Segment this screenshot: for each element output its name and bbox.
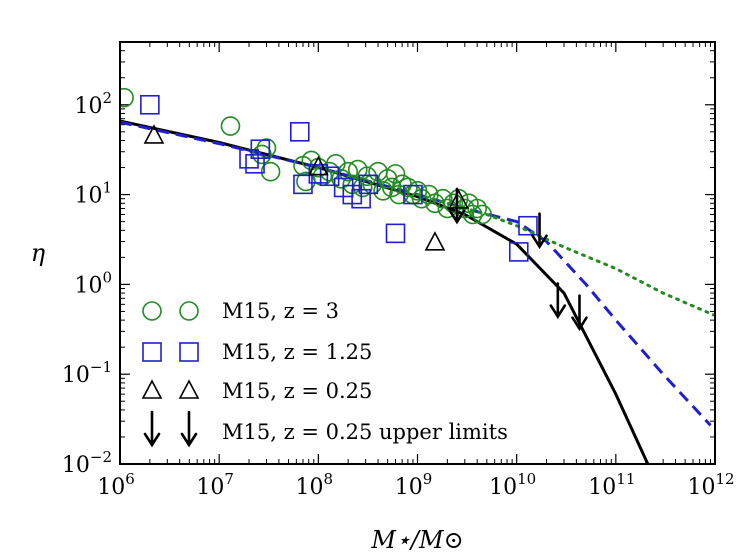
plot-area: [120, 87, 715, 464]
x-tick-label: 1010: [489, 470, 536, 500]
data-point-square: [508, 242, 529, 262]
legend-marker-circle: [179, 301, 199, 321]
y-tick-label: 102: [74, 89, 112, 119]
legend-entry: M15, z = 0.25: [141, 379, 372, 403]
data-point-square: [351, 188, 371, 209]
legend-label: M15, z = 3: [222, 299, 339, 323]
data-point-square: [518, 215, 538, 236]
data-point-arrow: [531, 212, 548, 250]
legend-marker-triangle: [178, 379, 200, 399]
y-tick-label: 100: [74, 268, 112, 298]
legend-entry: M15, z = 0.25 upper limits: [143, 410, 508, 448]
y-axis-label: η: [31, 239, 46, 267]
data-point-circle: [120, 87, 134, 108]
data-point-square: [403, 184, 423, 205]
legend-marker-triangle: [141, 379, 163, 399]
plot-frame: [119, 41, 716, 465]
model-line-dashed: [120, 120, 712, 427]
data-point-square: [250, 139, 271, 160]
data-point-triangle: [448, 189, 469, 209]
data-point-square: [140, 94, 160, 115]
data-point-circle: [220, 116, 241, 136]
data-point-square: [245, 154, 265, 174]
data-point-circle: [373, 181, 393, 201]
x-tick-label: 106: [97, 470, 135, 500]
x-axis-label: M⋆/M⊙: [370, 526, 463, 554]
data-point-triangle: [308, 155, 329, 176]
legend-entry: M15, z = 1.25: [142, 340, 372, 364]
data-point-square: [293, 174, 313, 195]
x-tick-label: 109: [395, 470, 433, 500]
y-tick-label: 101: [74, 179, 112, 209]
legend-marker-square: [142, 342, 162, 362]
data-point-circle: [462, 204, 483, 225]
data-point-triangle: [424, 231, 446, 251]
legend-marker-arrow: [143, 410, 161, 448]
data-point-arrow: [448, 187, 466, 225]
data-point-square: [385, 223, 406, 244]
y-tick-label: 10−1: [62, 358, 112, 388]
data-point-circle: [381, 177, 402, 198]
data-point-square: [358, 174, 379, 195]
y-tick-label: 10−2: [62, 448, 112, 478]
data-point-square: [289, 122, 310, 142]
data-point-circle: [260, 161, 281, 182]
legend-marker-square: [179, 342, 199, 362]
legend-label: M15, z = 1.25: [222, 340, 372, 364]
legend-entry: M15, z = 3: [142, 299, 339, 323]
x-tick-label: 107: [196, 470, 234, 500]
x-tick-label: 1012: [687, 470, 734, 500]
data-point-square: [319, 166, 340, 187]
data-point-triangle: [143, 124, 165, 144]
legend-marker-arrow: [180, 410, 198, 448]
legend-label: M15, z = 0.25: [222, 379, 372, 403]
x-tick-label: 108: [296, 470, 334, 500]
x-tick-label: 1011: [588, 470, 635, 500]
legend-label: M15, z = 0.25 upper limits: [222, 420, 508, 444]
data-point-arrow: [549, 282, 567, 320]
model-line-solid: [120, 119, 650, 464]
data-point-circle: [398, 177, 418, 198]
data-point-circle: [443, 193, 464, 214]
data-point-circle: [352, 177, 373, 198]
data-point-circle: [472, 204, 493, 225]
data-point-circle: [433, 188, 453, 209]
legend-marker-circle: [142, 301, 162, 321]
data-point-circle: [256, 138, 277, 158]
data-point-arrow: [571, 294, 588, 332]
data-point-circle: [385, 164, 406, 184]
